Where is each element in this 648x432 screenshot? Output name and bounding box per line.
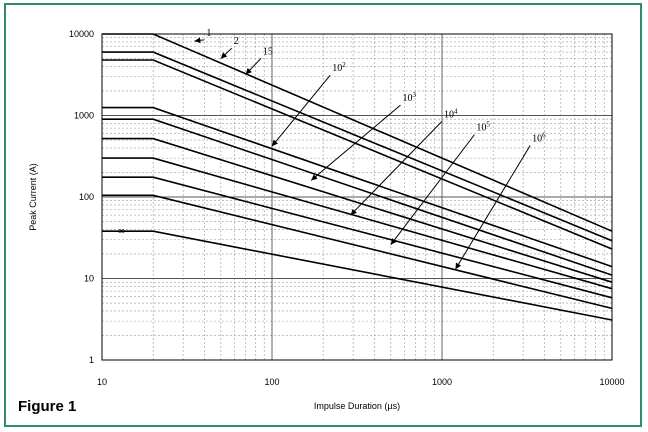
annotation-arrow-2: [220, 47, 233, 59]
series-line-2: [102, 51, 613, 242]
x-tick-label: 10: [97, 377, 107, 387]
annotation-label-1: 1: [206, 28, 211, 39]
series-line-5: [102, 118, 613, 276]
series-line-3: [102, 59, 613, 250]
annotation-arrow-3: [245, 58, 262, 75]
y-tick-label: 10: [84, 274, 94, 284]
x-tick-label: 10000: [599, 377, 624, 387]
annotation-arrow-7: [390, 134, 475, 245]
annotation-exponent: 5: [486, 121, 490, 129]
series-line-9: [102, 194, 613, 310]
y-axis-title: Peak Current (A): [28, 163, 38, 231]
series-line-4: [102, 106, 613, 268]
y-tick-label: 1000: [74, 111, 94, 121]
figure-label: Figure 1: [18, 398, 77, 415]
y-tick-label: 1: [89, 355, 94, 365]
y-tick-label: 10000: [69, 29, 94, 39]
annotation-arrow-6: [350, 120, 443, 216]
plot-border: [101, 33, 613, 361]
annotation-label-3: 15: [263, 47, 273, 58]
annotation-arrow-5: [310, 104, 401, 181]
annotation-label-2: 2: [234, 36, 239, 47]
annotation-arrow-8: [455, 145, 531, 270]
y-tick-label: 100: [79, 192, 94, 202]
annotation-arrow-1: [194, 37, 205, 44]
annotation-exponent: 4: [454, 107, 458, 115]
series-line-8: [102, 176, 613, 299]
annotation-exponent: 6: [542, 131, 546, 139]
series-line-10: [102, 230, 613, 321]
x-axis-title: Impulse Duration (µs): [314, 401, 400, 411]
annotation-exponent: 2: [342, 61, 346, 69]
annotation-exponent: 3: [412, 91, 416, 99]
series-line-1: [102, 33, 613, 232]
x-tick-label: 100: [264, 377, 279, 387]
x-tick-label: 1000: [432, 377, 452, 387]
series-line-7: [102, 157, 613, 290]
infinity-marker: ∞: [118, 226, 125, 237]
annotation-arrow-4: [271, 74, 331, 147]
series-line-6: [102, 137, 613, 283]
